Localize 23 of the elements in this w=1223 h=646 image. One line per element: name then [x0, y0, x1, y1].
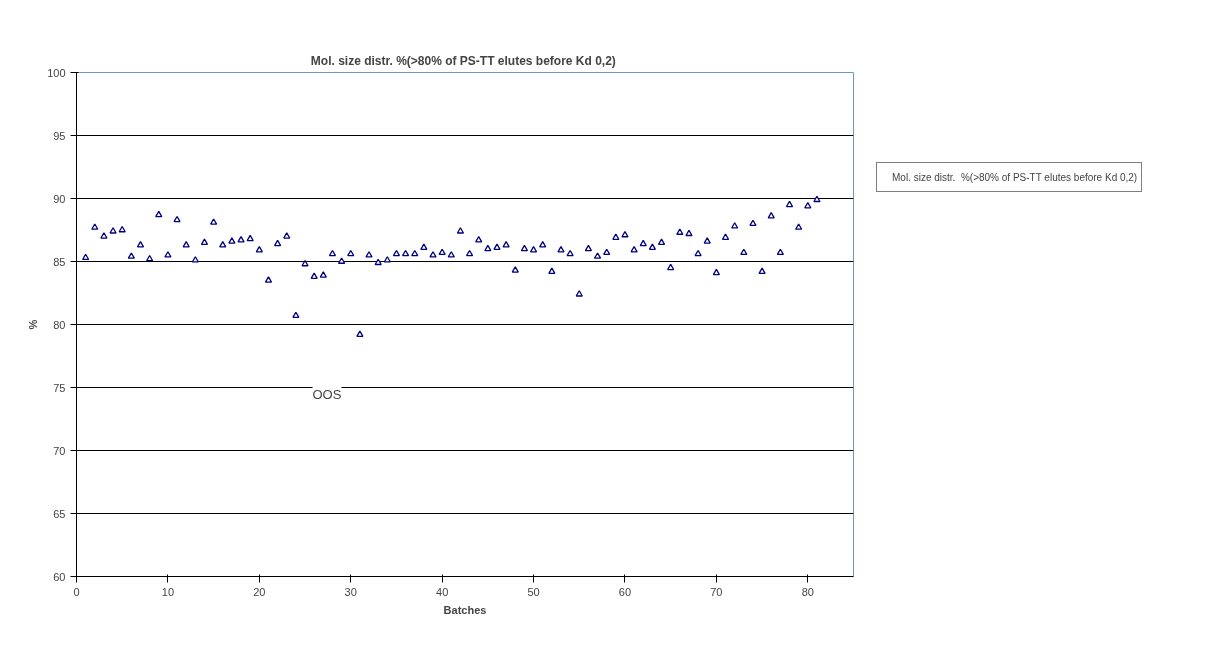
x-tick-label: 80	[801, 585, 814, 598]
y-axis-title: %	[27, 319, 40, 330]
chart-title: Mol. size distr. %(>80% of PS-TT elutes before Kd 0,2)	[310, 53, 616, 68]
x-tick-label: 70	[710, 585, 723, 598]
y-tick-label: 65	[53, 507, 66, 520]
y-tick-label: 60	[53, 570, 66, 583]
x-tick-label: 50	[527, 585, 540, 598]
y-tick-label: 100	[47, 66, 66, 79]
x-tick-label: 40	[436, 585, 449, 598]
x-tick-label: 20	[253, 585, 266, 598]
x-tick-label: 30	[344, 585, 357, 598]
annotation: OOS	[312, 386, 342, 402]
y-tick-label: 85	[53, 255, 66, 268]
y-tick-label: 75	[53, 381, 66, 394]
x-axis-title: Batches	[443, 603, 487, 616]
x-tick-label: 10	[161, 585, 175, 598]
text: Mol. size distr. %(>80% of PS-TT elutes before Kd 0,2)	[892, 171, 1138, 183]
x-tick-label: 60	[618, 585, 632, 598]
y-tick-label: 90	[53, 192, 66, 205]
y-tick-label: 80	[53, 318, 66, 331]
x-tick-label: 0	[73, 585, 80, 598]
y-tick-label: 95	[53, 129, 66, 142]
y-tick-label: 70	[53, 444, 66, 457]
